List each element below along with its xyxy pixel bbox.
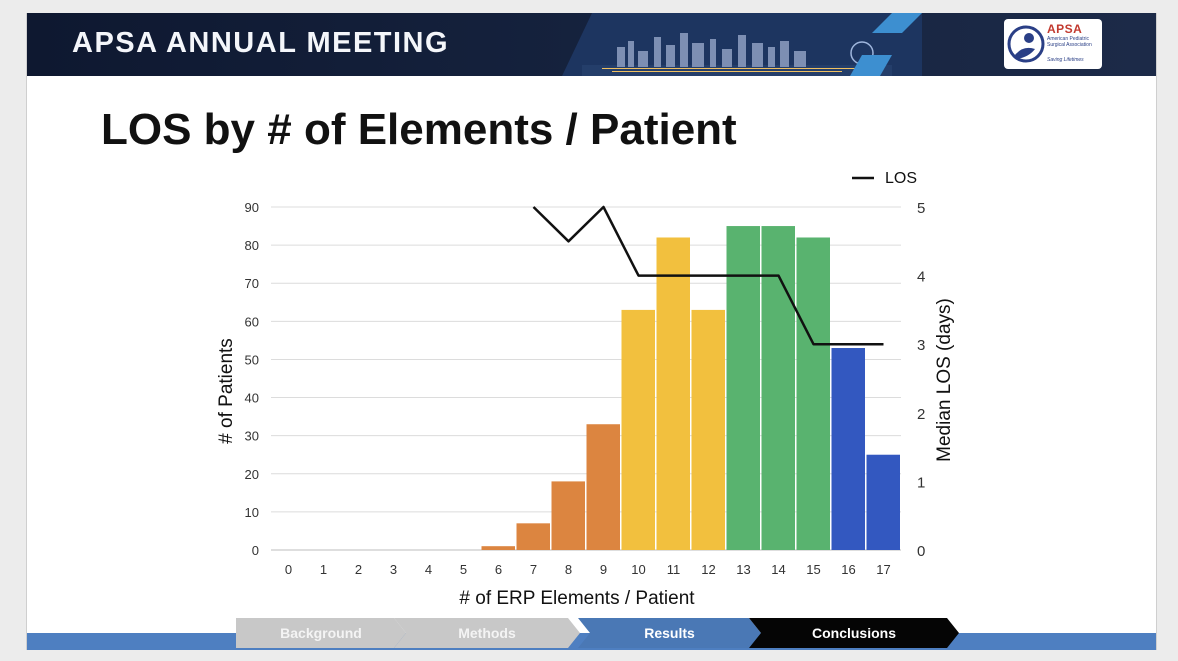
x-tick-label: 3 — [390, 562, 397, 577]
x-tick-label: 4 — [425, 562, 432, 577]
y-tick-label: 0 — [252, 543, 259, 558]
x-tick-label: 2 — [355, 562, 362, 577]
apsa-emblem-icon — [1007, 25, 1045, 63]
x-axis-label: # of ERP Elements / Patient — [459, 588, 695, 609]
x-tick-label: 10 — [631, 562, 645, 577]
y-tick-label: 30 — [245, 429, 259, 444]
bar-8 — [551, 481, 585, 550]
x-tick-label: 13 — [736, 562, 750, 577]
nav-step-background[interactable]: Background — [236, 618, 406, 648]
bar-14 — [761, 226, 795, 551]
y2-tick-label: 5 — [917, 200, 925, 217]
header-banner: APSA ANNUAL MEETING — [27, 13, 1156, 76]
y-tick-label: 10 — [245, 505, 259, 520]
x-tick-label: 12 — [701, 562, 715, 577]
y2-tick-label: 2 — [917, 406, 925, 423]
y2-tick-label: 3 — [917, 337, 925, 354]
x-tick-label: 16 — [841, 562, 855, 577]
bar-9 — [586, 424, 620, 550]
bar-17 — [866, 454, 900, 550]
logo-name: APSA — [1047, 22, 1083, 36]
y-tick-label: 40 — [245, 391, 259, 406]
y2-tick-label: 1 — [917, 474, 925, 491]
nav-step-results[interactable]: Results — [578, 618, 761, 648]
nav-step-conclusions[interactable]: Conclusions — [749, 618, 959, 648]
section-progress-nav: Background Methods Results Conclusions — [236, 618, 971, 648]
slide-title: LOS by # of Elements / Patient — [101, 105, 737, 154]
slide: APSA ANNUAL MEETING — [26, 13, 1157, 650]
y-tick-label: 90 — [245, 200, 259, 215]
x-tick-label: 9 — [600, 562, 607, 577]
x-tick-label: 11 — [667, 562, 681, 577]
x-tick-label: 14 — [771, 562, 785, 577]
y-axis-label: # of Patients — [216, 338, 237, 444]
x-tick-label: 6 — [495, 562, 502, 577]
nav-step-methods[interactable]: Methods — [394, 618, 580, 648]
x-tick-label: 1 — [320, 562, 327, 577]
y-tick-label: 80 — [245, 238, 259, 253]
x-tick-label: 15 — [806, 562, 820, 577]
x-tick-label: 17 — [876, 562, 890, 577]
x-tick-label: 0 — [285, 562, 292, 577]
logo-subtitle: American Pediatric Surgical Association — [1047, 36, 1092, 48]
x-tick-label: 5 — [460, 562, 467, 577]
bar-11 — [656, 237, 690, 550]
y2-axis-label: Median LOS (days) — [934, 298, 955, 462]
legend-label-los: LOS — [885, 170, 917, 187]
bar-6 — [481, 546, 515, 550]
bar-10 — [621, 309, 655, 550]
logo-tagline: Saving Lifetimes — [1047, 57, 1084, 63]
bar-12 — [691, 309, 725, 550]
x-tick-label: 8 — [565, 562, 572, 577]
city-skyline-image — [562, 13, 922, 76]
y-tick-label: 20 — [245, 467, 259, 482]
y-tick-label: 50 — [245, 352, 259, 367]
bar-15 — [796, 237, 830, 550]
apsa-logo: APSA American Pediatric Surgical Associa… — [1004, 19, 1102, 69]
y-tick-label: 60 — [245, 314, 259, 329]
y2-tick-label: 4 — [917, 269, 925, 286]
los-line — [532, 205, 884, 346]
y2-tick-label: 0 — [917, 543, 925, 560]
bar-7 — [516, 523, 550, 550]
x-tick-label: 7 — [530, 562, 537, 577]
y-tick-label: 70 — [245, 276, 259, 291]
meeting-title: APSA ANNUAL MEETING — [72, 27, 450, 59]
bar-16 — [831, 348, 865, 550]
chart-legend: LOS — [852, 170, 917, 187]
bar-13 — [726, 226, 760, 551]
